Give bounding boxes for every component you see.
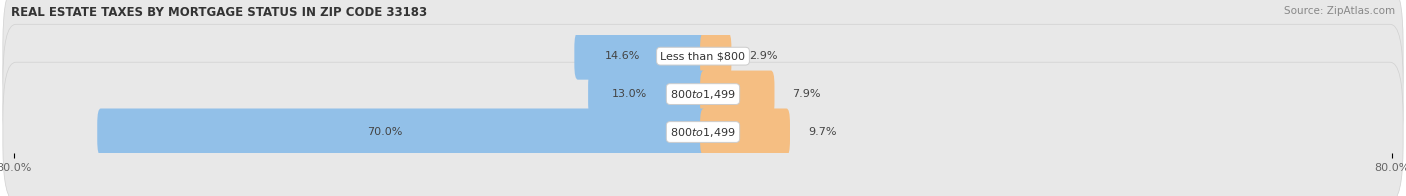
FancyBboxPatch shape: [574, 33, 706, 80]
Text: 2.9%: 2.9%: [749, 51, 778, 61]
FancyBboxPatch shape: [700, 109, 790, 156]
Text: 14.6%: 14.6%: [605, 51, 641, 61]
Text: 9.7%: 9.7%: [808, 127, 837, 137]
FancyBboxPatch shape: [700, 71, 775, 118]
FancyBboxPatch shape: [3, 62, 1403, 196]
Text: 70.0%: 70.0%: [367, 127, 402, 137]
Text: $800 to $1,499: $800 to $1,499: [671, 125, 735, 139]
Text: REAL ESTATE TAXES BY MORTGAGE STATUS IN ZIP CODE 33183: REAL ESTATE TAXES BY MORTGAGE STATUS IN …: [11, 6, 427, 19]
FancyBboxPatch shape: [588, 71, 706, 118]
Text: 13.0%: 13.0%: [612, 89, 647, 99]
FancyBboxPatch shape: [97, 109, 706, 156]
FancyBboxPatch shape: [700, 33, 731, 80]
Text: Source: ZipAtlas.com: Source: ZipAtlas.com: [1284, 6, 1395, 16]
Text: Less than $800: Less than $800: [661, 51, 745, 61]
Text: 7.9%: 7.9%: [793, 89, 821, 99]
Text: $800 to $1,499: $800 to $1,499: [671, 88, 735, 101]
FancyBboxPatch shape: [3, 0, 1403, 126]
FancyBboxPatch shape: [3, 24, 1403, 164]
